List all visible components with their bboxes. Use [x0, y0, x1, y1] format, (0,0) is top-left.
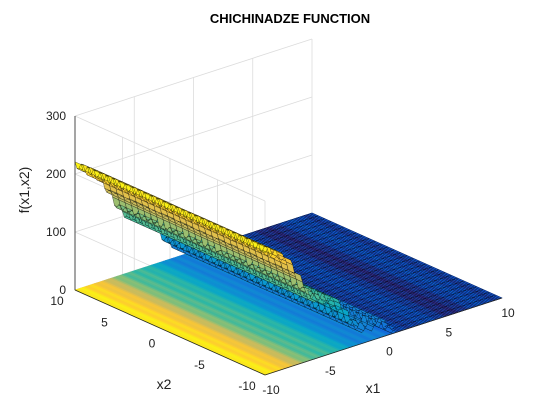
back-wall-grid-line: [74, 38, 313, 117]
x2-tick-label: 10: [50, 294, 64, 308]
z-tick-label: 100: [46, 225, 66, 239]
x2-tick-label: 0: [149, 337, 156, 351]
x1-tick-label: 5: [445, 325, 452, 339]
left-wall-grid-line: [74, 115, 266, 202]
z-axis-label: f(x1,x2): [16, 167, 32, 214]
x2-tick-label: -5: [194, 358, 205, 372]
x-axis-label: x1: [366, 380, 381, 396]
y-axis-label: x2: [157, 376, 172, 392]
x1-tick-label: 0: [386, 345, 393, 359]
x2-axis-line: [74, 289, 266, 376]
x2-tick-label: -10: [238, 379, 256, 393]
z-tick-label: 300: [46, 109, 66, 123]
back-wall-grid-line: [74, 154, 313, 233]
x1-axis-line: [264, 297, 503, 376]
chart-title: CHICHINADZE FUNCTION: [210, 11, 370, 26]
x1-tick-label: -10: [262, 383, 280, 397]
x1-tick-label: -5: [325, 364, 336, 378]
x2-tick-label: 5: [101, 315, 108, 329]
back-wall-grid-line: [74, 96, 313, 175]
surface-mesh: [74, 161, 503, 334]
z-tick-label: 0: [59, 283, 66, 297]
x1-tick-label: 10: [501, 306, 515, 320]
z-tick-label: 200: [46, 167, 66, 181]
